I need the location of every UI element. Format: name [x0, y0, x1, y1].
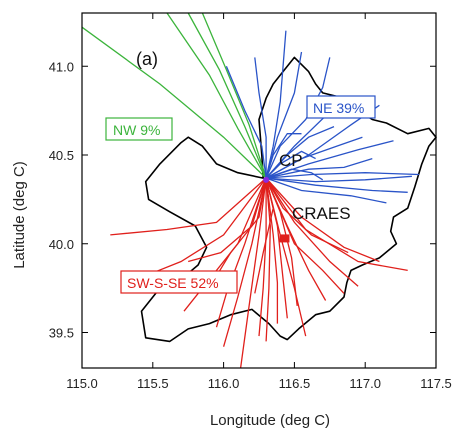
ne-label-box [306, 95, 376, 119]
trajectory-sw-s-se-19 [254, 177, 274, 294]
nw-label: NW 9% [113, 122, 160, 138]
trajectory-sw-s-se-15 [265, 177, 408, 272]
trajectory-ne-10 [266, 175, 412, 183]
trajectory-ne-4 [254, 57, 267, 179]
y-axis-title: Latitude (deg C) [11, 161, 28, 269]
x-tick-label: 116.5 [279, 376, 311, 391]
x-tick-label: 117.0 [349, 376, 381, 391]
craes-marker [279, 234, 290, 243]
x-tick-label: 115.0 [66, 376, 98, 391]
ne-label: NE 39% [313, 100, 364, 116]
trajectory-sw-s-se-3 [183, 177, 267, 312]
trajectory-sw-s-se-14 [265, 177, 380, 263]
trajectory-ne-5 [225, 65, 267, 179]
x-tick-label: 117.5 [420, 376, 452, 391]
y-tick-label: 41.0 [49, 59, 74, 74]
trajectory-sw-s-se-13 [265, 177, 359, 287]
x-axis-title: Longitude (deg C) [210, 412, 330, 429]
trajectory-ne-3 [265, 57, 331, 179]
trajectory-ne-13 [266, 172, 420, 179]
trajectory-sw-s-se-5 [222, 177, 267, 347]
trajectory-ne-11 [266, 177, 408, 193]
trajectory-sw-s-se-8 [265, 178, 271, 342]
craes-label: CRAES [292, 204, 351, 223]
trajectory-sw-s-se-7 [258, 178, 267, 337]
trajectory-ne-18 [265, 168, 324, 181]
trajectory-sw-s-se-2 [145, 177, 267, 277]
trajectory-sw-s-se-17 [188, 177, 267, 263]
beijing-boundary [140, 56, 437, 343]
trajectory-sw-s-se-1 [110, 177, 267, 236]
y-tick-label: 40.5 [49, 148, 74, 163]
sw-label: SW-S-SE 52% [127, 275, 219, 291]
series-sw-s-se [110, 177, 408, 369]
series-nw [81, 12, 267, 179]
trajectory-nw-1 [81, 26, 267, 179]
series-ne [225, 30, 420, 204]
trajectory-nw-3 [187, 12, 267, 179]
trajectory-sw-s-se-9 [265, 178, 279, 324]
trajectory-sw-s-se-4 [215, 177, 267, 328]
trajectory-nw-2 [166, 12, 267, 179]
trajectory-ne-6 [265, 133, 302, 179]
nw-label-box [105, 117, 173, 141]
sw-label-box [120, 270, 238, 294]
trajectory-nw-4 [201, 12, 267, 179]
plot-frame [81, 12, 437, 369]
trajectory-ne-12 [265, 177, 387, 204]
cp-marker [263, 176, 270, 183]
trajectory-sw-s-se-12 [265, 177, 327, 301]
x-tick-label: 116.0 [208, 376, 240, 391]
trajectory-sw-s-se-21 [265, 177, 349, 254]
trajectory-sw-s-se-6 [239, 178, 267, 369]
trajectory-ne-1 [265, 30, 287, 179]
y-tick-label: 39.5 [49, 326, 74, 341]
y-tick-label: 40.0 [49, 237, 74, 252]
trajectory-sw-s-se-18 [211, 177, 267, 284]
x-tick-label: 115.5 [137, 376, 169, 391]
trajectory-ne-9 [265, 157, 373, 179]
trajectory-ne-17 [265, 150, 316, 179]
panel-label: (a) [136, 49, 158, 69]
cp-label: CP [279, 151, 303, 170]
